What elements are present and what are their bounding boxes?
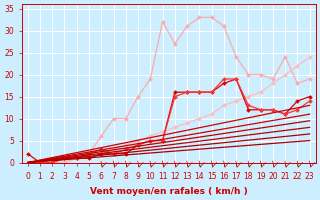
X-axis label: Vent moyen/en rafales ( km/h ): Vent moyen/en rafales ( km/h ) [90, 187, 248, 196]
